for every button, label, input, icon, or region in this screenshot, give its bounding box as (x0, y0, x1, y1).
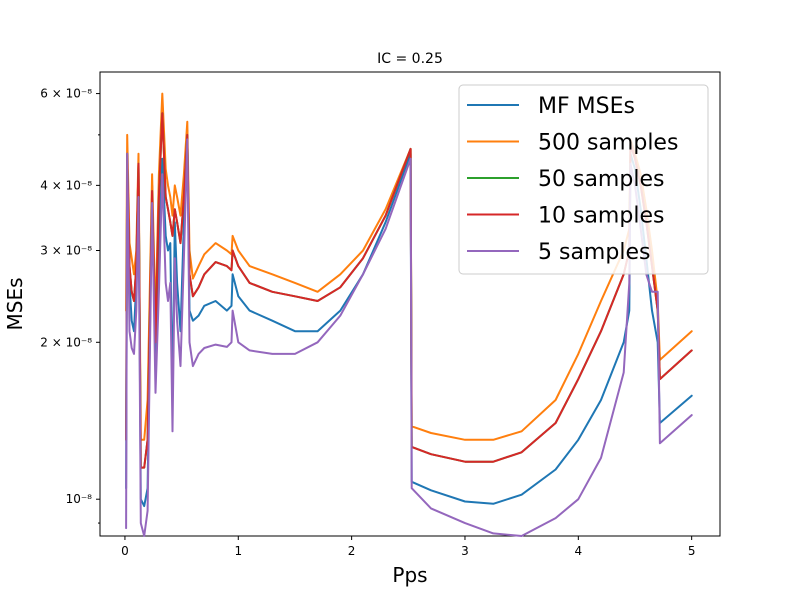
legend: MF MSEs 500 samples 50 samples 10 samples 5 … (458, 84, 709, 275)
x-tick-label: 2 (348, 544, 356, 558)
x-axis-ticks: 0 1 2 3 4 5 (121, 536, 695, 558)
axes-frame (99, 71, 721, 537)
x-tick-label: 1 (234, 544, 242, 558)
y-axis-label: MSEs (3, 277, 27, 330)
y-tick-label: 6 × 10⁻⁸ (40, 87, 92, 101)
x-tick-label: 0 (121, 544, 129, 558)
legend-entries: MF MSEs 500 samples 50 samples 10 samples 5 … (467, 94, 678, 265)
x-tick-label: 5 (688, 544, 696, 558)
legend-box (458, 84, 709, 275)
chart-title: IC = 0.25 (377, 51, 443, 67)
x-tick-label: 4 (574, 544, 582, 558)
legend-label-4: 10 samples (538, 204, 664, 229)
y-tick-label: 10⁻⁸ (66, 492, 93, 506)
x-tick-label: 3 (461, 544, 469, 558)
legend-label-1: MF MSEs (538, 94, 635, 119)
y-tick-label: 4 × 10⁻⁸ (40, 178, 92, 192)
legend-label-5: 5 samples (538, 240, 650, 265)
legend-label-2: 500 samples (538, 131, 678, 156)
y-tick-label: 2 × 10⁻⁸ (40, 335, 92, 349)
legend-label-3: 50 samples (538, 167, 664, 192)
y-axis-ticks: 10⁻⁸ 2 × 10⁻⁸ 3 × 10⁻⁸ 4 × 10⁻⁸ 6 × 10⁻⁸ (40, 87, 100, 524)
y-tick-label: 3 × 10⁻⁸ (40, 243, 92, 257)
x-axis-label: Pps (392, 563, 427, 587)
series-line-5 (125, 138, 693, 537)
plot-lines (125, 92, 693, 537)
